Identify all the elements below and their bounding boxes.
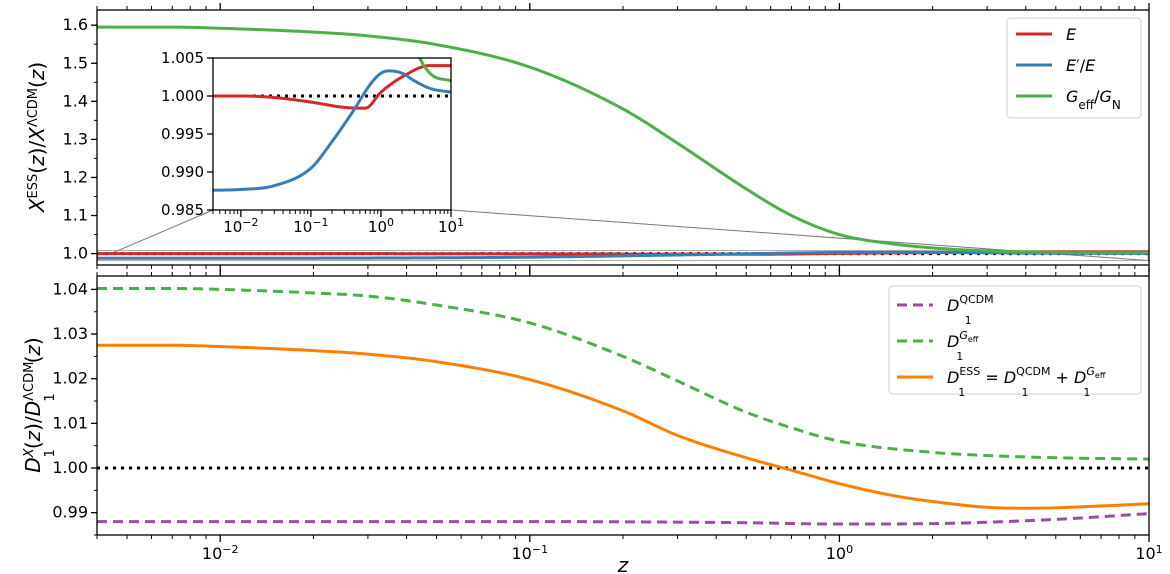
inset-y-tick-label: 0.990 (161, 163, 204, 181)
inset-y-tick-label: 0.985 (161, 201, 204, 219)
bottom-series-D_Geff (97, 287, 1149, 461)
bottom-panel: 10−2 10−1 100 101 0.991.001.011.021.031.04 … (21, 269, 1163, 574)
top-series-group (97, 25, 1149, 260)
bottom-series-D_QCDM (97, 512, 1149, 526)
inset-series-group (213, 58, 451, 192)
inset-y-tick-label: 0.995 (161, 125, 204, 143)
bottom-x-tick-label: 10−1 (512, 543, 549, 564)
top-y-tick-label: 1.0 (63, 244, 88, 263)
bottom-series-D_ESS (97, 343, 1149, 510)
inset-x-tick-label: 10−2 (223, 216, 258, 237)
bottom-y-tick-label: 1.01 (52, 413, 88, 432)
inset-series-E (213, 64, 451, 110)
top-legend-label-Geff: Geff/GN (1066, 87, 1121, 112)
inset-zoom-region (97, 250, 1149, 261)
inset-x-ticks: 10−2 10−1 100 101 (212, 210, 464, 237)
inset-series-Eprime (213, 69, 451, 192)
top-series-Geff (97, 25, 1149, 255)
inset-x-tick-label: 100 (368, 216, 394, 237)
top-y-tick-label: 1.6 (63, 15, 88, 34)
top-y-tick-label: 1.2 (63, 167, 88, 186)
top-series-Eprime (97, 250, 1149, 260)
bottom-y-axis-label: DX 1(z)/DΛCDM 1(z) (21, 337, 58, 472)
x-axis-label: z (617, 553, 629, 574)
top-y-tick-label: 1.4 (63, 91, 88, 110)
inset-connector-left (110, 209, 214, 255)
top-legend-label-E: E (1066, 25, 1077, 44)
inset-y-tick-label: 1.005 (161, 49, 204, 67)
inset-y-tick-label: 1.000 (161, 87, 204, 105)
bottom-x-ticks: 10−2 10−1 100 101 (96, 269, 1163, 564)
inset-y-ticks: 0.985 0.990 0.995 1.000 1.005 (161, 49, 213, 219)
bottom-y-tick-label: 0.99 (52, 503, 88, 522)
bottom-x-tick-label: 100 (826, 543, 853, 564)
bottom-y-tick-label: 1.00 (52, 458, 88, 477)
bottom-y-tick-label: 1.04 (52, 279, 88, 298)
inset-x-tick-label: 101 (438, 216, 464, 237)
top-legend-label-Eprime: E′/E (1066, 56, 1096, 75)
inset-x-tick-label: 10−1 (293, 216, 328, 237)
top-legend-box (1006, 17, 1142, 119)
bottom-y-ticks: 0.99 1.00 1.01 1.02 1.03 1.04 (52, 279, 97, 536)
top-legend: E E′/E Geff/GN (1006, 17, 1142, 119)
bottom-y-tick-label: 1.02 (52, 369, 88, 388)
inset-panel: 10−2 10−1 100 101 0.985 0.990 0.995 1.000 1.005 (161, 49, 464, 237)
top-y-axis-label: XESS(z)/XΛCDM(z) (25, 62, 49, 213)
bottom-legend-box (888, 285, 1142, 395)
top-y-ticks: 1.0 1.1 1.2 1.3 1.4 1.5 1.6 (63, 15, 97, 263)
top-panel: 1.0 1.1 1.2 1.3 1.4 1.5 1.6 XESS(z)/XΛCDM(z) 1… (25, 3, 1150, 272)
top-y-tick-label: 1.5 (63, 53, 88, 72)
bottom-y-tick-label: 1.03 (52, 324, 88, 343)
inset-background (213, 58, 451, 210)
top-y-tick-label: 1.1 (63, 206, 88, 225)
top-y-tick-label: 1.3 (63, 129, 88, 148)
bottom-x-tick-label: 101 (1135, 543, 1162, 564)
bottom-x-tick-label: 10−2 (202, 543, 239, 564)
bottom-series-group (97, 287, 1149, 526)
